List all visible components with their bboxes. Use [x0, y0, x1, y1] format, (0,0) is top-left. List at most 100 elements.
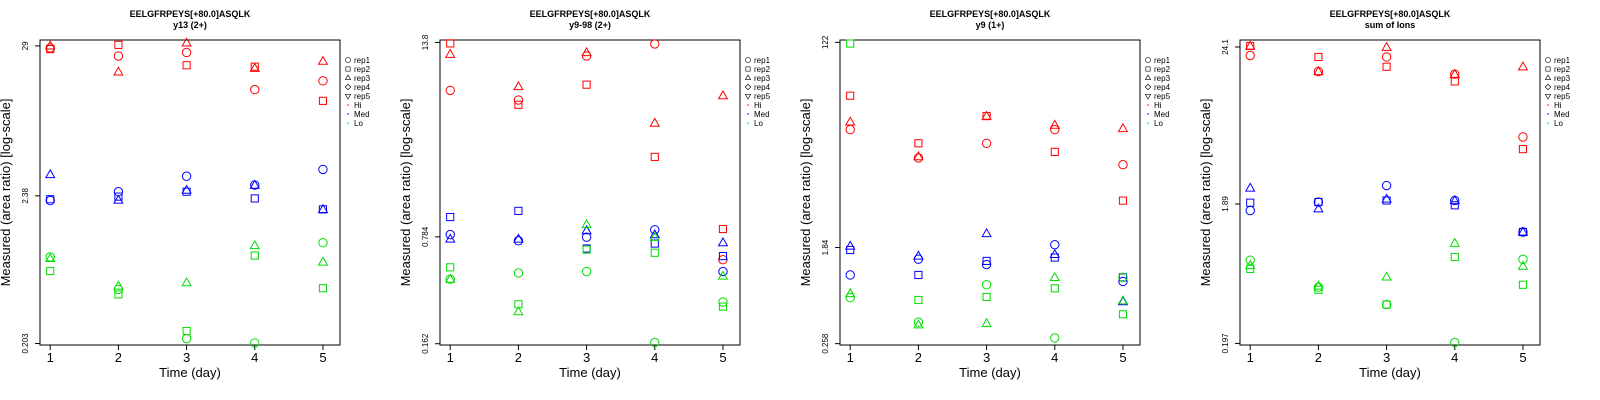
legend-marker-rep5: [1144, 94, 1152, 100]
data-point-lo-rep2: [1314, 285, 1323, 294]
chart-title: EELGFRPEYS[+80.0]ASQLK: [1330, 9, 1451, 19]
data-point-lo-rep3: [1244, 259, 1256, 269]
data-point-hi-rep3: [113, 66, 124, 76]
legend-marker-hi: [747, 104, 749, 106]
x-tick-label: 4: [651, 350, 658, 365]
data-point-med-rep1: [1245, 205, 1255, 216]
data-point-med-rep1: [45, 195, 55, 206]
data-point-hi-rep2: [114, 40, 123, 49]
legend-label-rep4: rep4: [1154, 83, 1171, 92]
legend-marker-rep5: [744, 94, 752, 100]
data-point-hi-rep3: [44, 40, 56, 50]
data-point-med-rep2: [650, 239, 659, 248]
data-point-hi-rep1: [1245, 50, 1255, 61]
legend-label-hi: Hi: [1554, 101, 1562, 110]
data-point-lo-rep3: [717, 270, 729, 280]
legend-marker-lo: [747, 122, 749, 124]
data-point-lo-rep2: [1118, 310, 1128, 319]
data-point-hi-rep3: [981, 110, 992, 120]
data-point-hi-rep1: [445, 85, 455, 96]
data-point-hi-rep3: [444, 48, 456, 58]
data-point-med-rep2: [446, 212, 455, 222]
legend-label-rep3: rep3: [1154, 74, 1171, 83]
data-point-hi-rep3: [581, 46, 592, 57]
data-point-lo-rep3: [1313, 280, 1324, 290]
data-point-lo-rep3: [1049, 271, 1061, 282]
legend-marker-lo: [1547, 122, 1549, 124]
data-point-lo-rep3: [981, 317, 992, 328]
x-tick-label: 3: [983, 350, 990, 365]
data-point-med-rep3: [181, 184, 192, 194]
data-point-lo-rep3: [844, 287, 856, 298]
legend-marker-rep4: [344, 83, 352, 91]
legend-label-rep1: rep1: [354, 56, 371, 65]
plot-frame: [39, 39, 341, 346]
legend-label-hi: Hi: [1154, 101, 1162, 110]
data-point-hi-rep3: [249, 62, 261, 72]
data-point-med-rep1: [718, 266, 728, 277]
data-point-hi-rep2: [846, 91, 855, 100]
data-point-lo-rep2: [46, 266, 55, 276]
data-point-lo-rep1: [718, 297, 728, 307]
x-tick-label: 5: [1519, 350, 1526, 365]
legend-label-med: Med: [354, 110, 370, 119]
x-tick-label: 5: [319, 350, 326, 365]
data-point-med-rep1: [1050, 240, 1060, 250]
x-tick-label: 4: [1451, 350, 1458, 365]
data-point-lo-rep2: [114, 290, 123, 299]
legend-label-med: Med: [1154, 110, 1170, 119]
legend-marker-rep5: [344, 94, 352, 100]
y-tick-label: 1.89: [1221, 196, 1230, 212]
x-tick-label: 4: [1051, 350, 1058, 365]
data-point-lo-rep3: [581, 218, 592, 229]
chart-subtitle: y13 (2+): [173, 20, 207, 30]
legend-marker-hi: [1547, 104, 1549, 106]
legend-label-med: Med: [1554, 110, 1570, 119]
x-tick-label: 2: [1315, 350, 1322, 365]
legend-label-lo: Lo: [1154, 119, 1163, 128]
data-point-hi-rep3: [181, 37, 192, 47]
data-point-lo-rep2: [250, 251, 259, 260]
data-point-lo-rep2: [1450, 252, 1459, 262]
legend-label-rep4: rep4: [354, 83, 371, 92]
legend-label-rep5: rep5: [1154, 92, 1171, 101]
data-point-med-rep2: [46, 195, 55, 204]
y-tick-label: 24.1: [1221, 39, 1230, 55]
data-point-lo-rep3: [1381, 271, 1392, 281]
data-point-hi-rep1: [650, 39, 660, 49]
data-point-lo-rep2: [582, 245, 591, 254]
data-point-med-rep3: [844, 240, 856, 250]
legend-label-rep3: rep3: [1554, 74, 1571, 83]
legend-label-hi: Hi: [354, 101, 362, 110]
data-point-med-rep1: [1118, 276, 1128, 287]
data-point-med-rep1: [981, 259, 992, 270]
legend-marker-lo: [347, 122, 349, 124]
data-points: [1244, 40, 1529, 348]
data-point-lo-rep2: [914, 295, 923, 305]
x-tick-label: 3: [1383, 350, 1390, 365]
data-point-med-rep2: [250, 194, 259, 203]
data-points: [44, 37, 329, 348]
data-point-med-rep3: [1449, 194, 1461, 205]
data-point-med-rep2: [914, 270, 923, 280]
plot-frame: [839, 39, 1141, 346]
data-point-med-rep3: [1049, 248, 1061, 259]
legend-label-lo: Lo: [754, 119, 763, 128]
data-point-lo-rep2: [1050, 284, 1059, 293]
data-point-lo-rep2: [718, 302, 728, 311]
data-point-lo-rep3: [1517, 260, 1529, 270]
legend-label-med: Med: [754, 110, 770, 119]
data-point-hi-rep1: [845, 124, 855, 135]
data-point-lo-rep3: [1117, 295, 1129, 305]
data-point-lo-rep1: [513, 268, 524, 278]
data-point-lo-rep3: [181, 277, 192, 287]
data-point-hi-rep1: [981, 138, 992, 148]
data-point-lo-rep1: [1518, 254, 1528, 265]
data-point-med-rep1: [1313, 197, 1324, 207]
data-point-lo-rep1: [1381, 299, 1392, 310]
y-tick-label: 0.162: [421, 333, 430, 354]
